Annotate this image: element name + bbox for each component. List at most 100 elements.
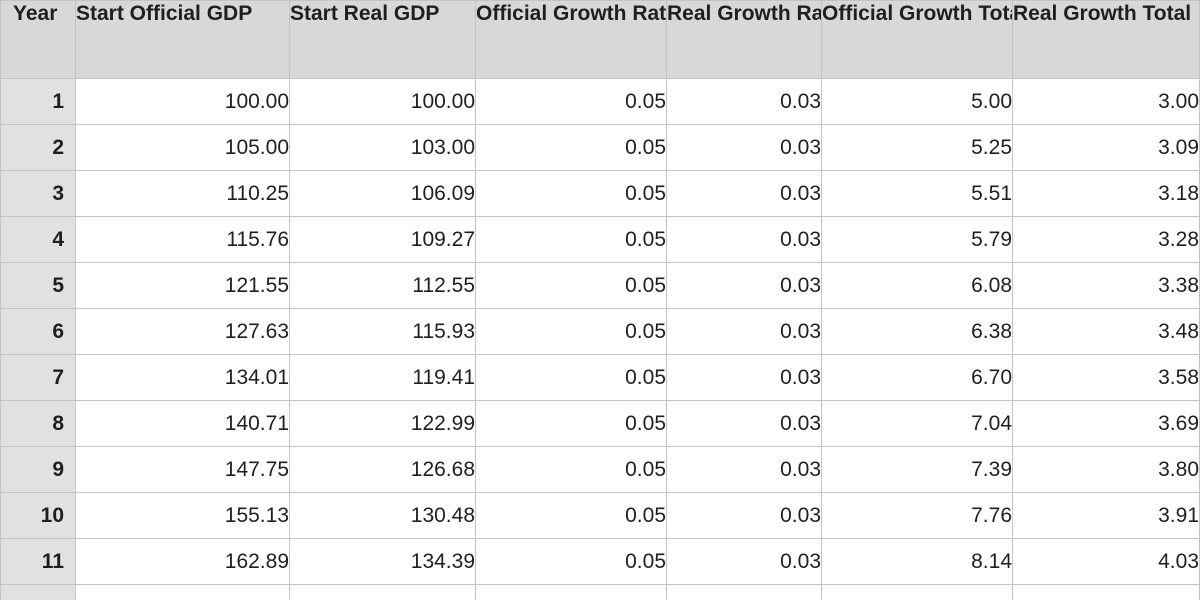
real-growth-rate-cell[interactable]: 0.03 bbox=[666, 308, 822, 355]
real-growth-rate-cell[interactable]: 0.03 bbox=[666, 170, 822, 217]
start-official-gdp-cell[interactable]: 105.00 bbox=[75, 124, 290, 171]
official-growth-total-cell[interactable]: 5.00 bbox=[821, 78, 1013, 125]
year-cell[interactable] bbox=[0, 584, 76, 600]
real-growth-total-cell[interactable]: 3.91 bbox=[1012, 492, 1200, 539]
year-cell[interactable]: 5 bbox=[0, 262, 76, 309]
table-row: 2 105.00 103.00 0.05 0.03 5.25 3.09 bbox=[0, 124, 1200, 171]
start-official-gdp-cell[interactable]: 162.89 bbox=[75, 538, 290, 585]
empty-cell[interactable] bbox=[1012, 584, 1200, 600]
official-growth-total-cell[interactable]: 8.14 bbox=[821, 538, 1013, 585]
real-growth-total-cell[interactable]: 3.00 bbox=[1012, 78, 1200, 125]
real-growth-rate-cell[interactable]: 0.03 bbox=[666, 400, 822, 447]
official-growth-total-cell[interactable]: 5.79 bbox=[821, 216, 1013, 263]
official-growth-rate-cell[interactable]: 0.05 bbox=[475, 446, 667, 493]
start-official-gdp-cell[interactable]: 100.00 bbox=[75, 78, 290, 125]
start-real-gdp-cell[interactable]: 106.09 bbox=[289, 170, 476, 217]
real-growth-total-cell[interactable]: 3.28 bbox=[1012, 216, 1200, 263]
start-official-gdp-cell[interactable]: 121.55 bbox=[75, 262, 290, 309]
empty-cell[interactable] bbox=[75, 584, 290, 600]
official-growth-rate-cell[interactable]: 0.05 bbox=[475, 124, 667, 171]
start-real-gdp-cell[interactable]: 134.39 bbox=[289, 538, 476, 585]
table-row: 7 134.01 119.41 0.05 0.03 6.70 3.58 bbox=[0, 354, 1200, 401]
official-growth-total-cell[interactable]: 6.70 bbox=[821, 354, 1013, 401]
official-growth-total-cell[interactable]: 5.25 bbox=[821, 124, 1013, 171]
real-growth-rate-cell[interactable]: 0.03 bbox=[666, 262, 822, 309]
official-growth-total-cell[interactable]: 7.04 bbox=[821, 400, 1013, 447]
official-growth-total-cell[interactable]: 6.38 bbox=[821, 308, 1013, 355]
column-header-year[interactable]: Year bbox=[0, 0, 76, 79]
official-growth-rate-cell[interactable]: 0.05 bbox=[475, 170, 667, 217]
real-growth-rate-cell[interactable]: 0.03 bbox=[666, 538, 822, 585]
start-real-gdp-cell[interactable]: 130.48 bbox=[289, 492, 476, 539]
year-cell[interactable]: 6 bbox=[0, 308, 76, 355]
empty-cell[interactable] bbox=[666, 584, 822, 600]
year-cell[interactable]: 8 bbox=[0, 400, 76, 447]
real-growth-total-cell[interactable]: 3.09 bbox=[1012, 124, 1200, 171]
table-body: 1 100.00 100.00 0.05 0.03 5.00 3.00 2 105.00 103.… bbox=[0, 78, 1200, 600]
real-growth-rate-cell[interactable]: 0.03 bbox=[666, 492, 822, 539]
official-growth-rate-cell[interactable]: 0.05 bbox=[475, 538, 667, 585]
table-row: 6 127.63 115.93 0.05 0.03 6.38 3.48 bbox=[0, 308, 1200, 355]
real-growth-total-cell[interactable]: 3.58 bbox=[1012, 354, 1200, 401]
column-header-real-growth-rate[interactable]: Real Growth Rate bbox=[666, 0, 822, 79]
start-real-gdp-cell[interactable]: 112.55 bbox=[289, 262, 476, 309]
start-official-gdp-cell[interactable]: 140.71 bbox=[75, 400, 290, 447]
column-header-real-growth-total[interactable]: Real Growth Total bbox=[1012, 0, 1200, 79]
empty-cell[interactable] bbox=[289, 584, 476, 600]
real-growth-total-cell[interactable]: 3.69 bbox=[1012, 400, 1200, 447]
start-real-gdp-cell[interactable]: 119.41 bbox=[289, 354, 476, 401]
start-official-gdp-cell[interactable]: 134.01 bbox=[75, 354, 290, 401]
real-growth-rate-cell[interactable]: 0.03 bbox=[666, 446, 822, 493]
empty-cell[interactable] bbox=[821, 584, 1013, 600]
column-header-start-real-gdp[interactable]: Start Real GDP bbox=[289, 0, 476, 79]
official-growth-rate-cell[interactable]: 0.05 bbox=[475, 354, 667, 401]
start-real-gdp-cell[interactable]: 109.27 bbox=[289, 216, 476, 263]
start-official-gdp-cell[interactable]: 127.63 bbox=[75, 308, 290, 355]
start-real-gdp-cell[interactable]: 115.93 bbox=[289, 308, 476, 355]
year-cell[interactable]: 7 bbox=[0, 354, 76, 401]
start-real-gdp-cell[interactable]: 126.68 bbox=[289, 446, 476, 493]
real-growth-rate-cell[interactable]: 0.03 bbox=[666, 354, 822, 401]
empty-cell[interactable] bbox=[475, 584, 667, 600]
start-official-gdp-cell[interactable]: 115.76 bbox=[75, 216, 290, 263]
real-growth-rate-cell[interactable]: 0.03 bbox=[666, 78, 822, 125]
column-header-official-growth-total[interactable]: Official Growth Total bbox=[821, 0, 1013, 79]
official-growth-rate-cell[interactable]: 0.05 bbox=[475, 400, 667, 447]
start-official-gdp-cell[interactable]: 110.25 bbox=[75, 170, 290, 217]
official-growth-rate-cell[interactable]: 0.05 bbox=[475, 78, 667, 125]
official-growth-rate-cell[interactable]: 0.05 bbox=[475, 262, 667, 309]
year-cell[interactable]: 2 bbox=[0, 124, 76, 171]
start-official-gdp-cell[interactable]: 147.75 bbox=[75, 446, 290, 493]
table-row: 11 162.89 134.39 0.05 0.03 8.14 4.03 bbox=[0, 538, 1200, 585]
year-cell[interactable]: 9 bbox=[0, 446, 76, 493]
official-growth-total-cell[interactable]: 6.08 bbox=[821, 262, 1013, 309]
year-cell[interactable]: 11 bbox=[0, 538, 76, 585]
official-growth-total-cell[interactable]: 7.76 bbox=[821, 492, 1013, 539]
official-growth-rate-cell[interactable]: 0.05 bbox=[475, 492, 667, 539]
column-header-official-growth-rate[interactable]: Official Growth Rate bbox=[475, 0, 667, 79]
year-cell[interactable]: 1 bbox=[0, 78, 76, 125]
real-growth-total-cell[interactable]: 3.18 bbox=[1012, 170, 1200, 217]
official-growth-rate-cell[interactable]: 0.05 bbox=[475, 216, 667, 263]
real-growth-total-cell[interactable]: 3.80 bbox=[1012, 446, 1200, 493]
start-official-gdp-cell[interactable]: 155.13 bbox=[75, 492, 290, 539]
year-cell[interactable]: 4 bbox=[0, 216, 76, 263]
year-cell[interactable]: 10 bbox=[0, 492, 76, 539]
real-growth-total-cell[interactable]: 3.38 bbox=[1012, 262, 1200, 309]
table-row: 4 115.76 109.27 0.05 0.03 5.79 3.28 bbox=[0, 216, 1200, 263]
official-growth-total-cell[interactable]: 7.39 bbox=[821, 446, 1013, 493]
real-growth-total-cell[interactable]: 4.03 bbox=[1012, 538, 1200, 585]
start-real-gdp-cell[interactable]: 122.99 bbox=[289, 400, 476, 447]
official-growth-rate-cell[interactable]: 0.05 bbox=[475, 308, 667, 355]
start-real-gdp-cell[interactable]: 103.00 bbox=[289, 124, 476, 171]
official-growth-total-cell[interactable]: 5.51 bbox=[821, 170, 1013, 217]
table-row: 5 121.55 112.55 0.05 0.03 6.08 3.38 bbox=[0, 262, 1200, 309]
real-growth-rate-cell[interactable]: 0.03 bbox=[666, 124, 822, 171]
start-real-gdp-cell[interactable]: 100.00 bbox=[289, 78, 476, 125]
real-growth-total-cell[interactable]: 3.48 bbox=[1012, 308, 1200, 355]
column-header-start-official-gdp[interactable]: Start Official GDP bbox=[75, 0, 290, 79]
real-growth-rate-cell[interactable]: 0.03 bbox=[666, 216, 822, 263]
year-cell[interactable]: 3 bbox=[0, 170, 76, 217]
